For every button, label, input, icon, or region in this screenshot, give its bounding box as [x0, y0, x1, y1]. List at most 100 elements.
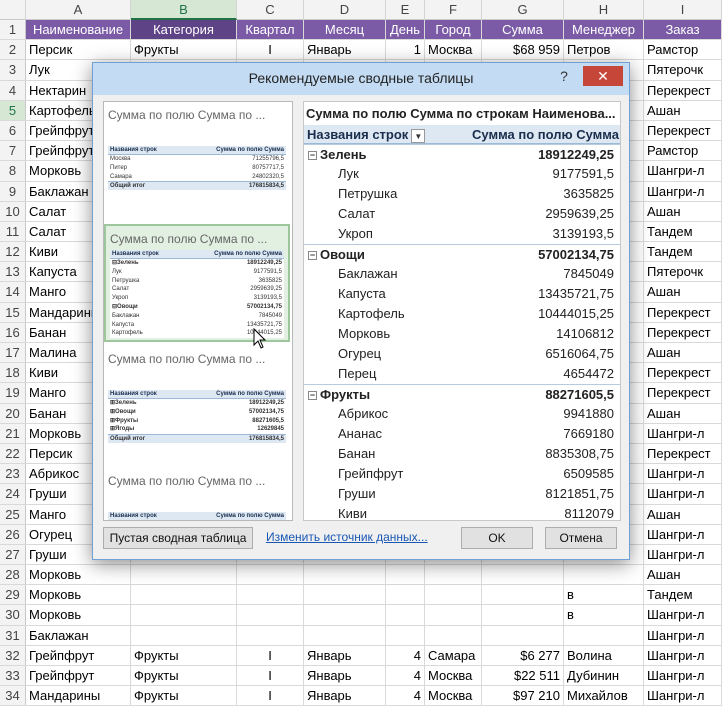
cell[interactable]: $97 210 — [482, 686, 564, 706]
minus-box-icon[interactable]: − — [308, 390, 317, 401]
cell[interactable] — [304, 585, 386, 605]
cell[interactable]: Январь — [304, 686, 386, 706]
select-all-corner[interactable] — [0, 0, 26, 20]
cell[interactable]: Шангри-л — [644, 161, 722, 181]
cell[interactable]: 4 — [386, 645, 425, 665]
cell[interactable] — [131, 625, 237, 645]
cell[interactable] — [564, 343, 644, 363]
row-number[interactable]: 20 — [0, 403, 26, 423]
cell[interactable] — [304, 605, 386, 625]
cell[interactable]: 4 — [386, 666, 425, 686]
row-number[interactable]: 16 — [0, 322, 26, 342]
recommendations-list[interactable]: Сумма по полю Сумма по ... Названия строк… — [103, 101, 293, 521]
recommendation-thumbnail[interactable]: Сумма по полю Сумма по ... Названия строк… — [104, 346, 290, 464]
header-cell[interactable]: Наименование — [26, 20, 131, 40]
row-number[interactable]: 27 — [0, 544, 26, 565]
cell[interactable]: Пятерочк — [644, 60, 722, 80]
cell[interactable]: I — [237, 40, 304, 60]
column-header-b[interactable]: B — [131, 0, 237, 20]
cell[interactable]: Перекрест — [644, 363, 722, 383]
cell[interactable] — [304, 625, 386, 645]
cell[interactable] — [304, 565, 386, 585]
cell[interactable]: Фрукты — [131, 686, 237, 706]
cell[interactable] — [564, 60, 644, 80]
row-number[interactable]: 7 — [0, 141, 26, 161]
cell[interactable]: Шангри-л — [644, 464, 722, 484]
cell[interactable] — [237, 625, 304, 645]
row-number[interactable]: 30 — [0, 605, 26, 625]
cell[interactable] — [564, 120, 644, 141]
header-cell[interactable]: Менеджер — [564, 20, 644, 40]
cell[interactable]: Тандем — [644, 242, 722, 262]
cell[interactable] — [564, 423, 644, 443]
cell[interactable]: Волина — [564, 645, 644, 665]
row-number[interactable]: 23 — [0, 464, 26, 484]
cell[interactable] — [131, 585, 237, 605]
cell[interactable]: Перекрест — [644, 120, 722, 141]
cell[interactable]: Баклажан — [26, 625, 131, 645]
cell[interactable]: Шангри-л — [644, 645, 722, 665]
recommendation-thumbnail[interactable]: Сумма по полю Сумма по ... Названия строк… — [104, 468, 290, 520]
row-number[interactable]: 3 — [0, 60, 26, 80]
row-number[interactable]: 17 — [0, 343, 26, 363]
column-header-d[interactable]: D — [304, 0, 386, 20]
cell[interactable] — [425, 605, 482, 625]
row-number[interactable]: 31 — [0, 625, 26, 645]
cell[interactable]: Шангри-л — [644, 524, 722, 544]
close-button[interactable]: ✕ — [583, 66, 623, 86]
change-source-link[interactable]: Изменить источник данных... — [266, 530, 428, 544]
cell[interactable]: Шангри-л — [644, 605, 722, 625]
cell[interactable]: Грейпфрут — [26, 645, 131, 665]
cell[interactable] — [564, 80, 644, 100]
cell[interactable] — [425, 585, 482, 605]
cell[interactable]: Морковь — [26, 585, 131, 605]
cell[interactable]: Морковь — [26, 605, 131, 625]
cell[interactable] — [386, 625, 425, 645]
cell[interactable] — [564, 100, 644, 120]
cell[interactable]: Ашан — [644, 343, 722, 363]
help-icon[interactable]: ? — [560, 68, 568, 84]
minus-box-icon[interactable]: − — [308, 250, 317, 261]
cell[interactable] — [482, 585, 564, 605]
row-number[interactable]: 5 — [0, 100, 26, 120]
cell[interactable] — [425, 625, 482, 645]
cell[interactable] — [564, 403, 644, 423]
row-number[interactable]: 9 — [0, 181, 26, 201]
cell[interactable] — [564, 565, 644, 585]
cell[interactable]: Михайлов — [564, 686, 644, 706]
cell[interactable]: I — [237, 686, 304, 706]
cell[interactable]: I — [237, 666, 304, 686]
row-number[interactable]: 18 — [0, 363, 26, 383]
cell[interactable]: Ашан — [644, 100, 722, 120]
cell[interactable]: $22 511 — [482, 666, 564, 686]
cell[interactable]: Самара — [425, 645, 482, 665]
cell[interactable]: Шангри-л — [644, 544, 722, 565]
row-number[interactable]: 26 — [0, 524, 26, 544]
row-number[interactable]: 4 — [0, 80, 26, 100]
header-cell[interactable]: Сумма — [482, 20, 564, 40]
cell[interactable] — [482, 605, 564, 625]
cell[interactable]: Шангри-л — [644, 181, 722, 201]
cell[interactable]: I — [237, 645, 304, 665]
row-number[interactable]: 25 — [0, 504, 26, 524]
header-cell[interactable]: Квартал — [237, 20, 304, 40]
cell[interactable]: Ашан — [644, 403, 722, 423]
cell[interactable] — [131, 605, 237, 625]
column-header-f[interactable]: F — [425, 0, 482, 20]
column-header-h[interactable]: H — [564, 0, 644, 20]
cell[interactable] — [564, 181, 644, 201]
column-header-c[interactable]: C — [237, 0, 304, 20]
cell[interactable] — [386, 565, 425, 585]
cell[interactable]: Январь — [304, 645, 386, 665]
row-number[interactable]: 11 — [0, 221, 26, 242]
cell[interactable]: Ашан — [644, 504, 722, 524]
cell[interactable]: Шангри-л — [644, 625, 722, 645]
header-cell[interactable]: Категория — [131, 20, 237, 40]
cell[interactable]: $68 959 — [482, 40, 564, 60]
cell[interactable] — [386, 605, 425, 625]
row-number[interactable]: 14 — [0, 282, 26, 302]
cell[interactable] — [564, 464, 644, 484]
row-number[interactable]: 2 — [0, 40, 26, 60]
cell[interactable]: 1 — [386, 40, 425, 60]
cell[interactable]: Перекрест — [644, 322, 722, 342]
